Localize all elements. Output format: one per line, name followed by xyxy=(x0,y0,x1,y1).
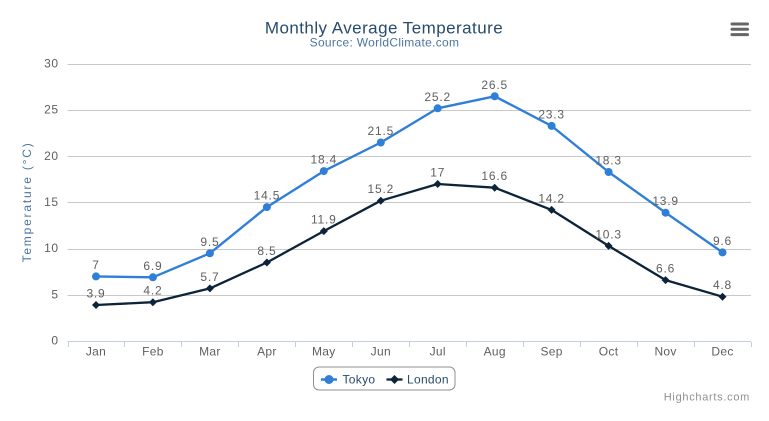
svg-text:Feb: Feb xyxy=(142,344,164,358)
svg-text:Mar: Mar xyxy=(199,344,221,358)
svg-text:Dec: Dec xyxy=(711,344,733,358)
svg-text:May: May xyxy=(312,344,336,358)
svg-text:Sep: Sep xyxy=(540,344,562,358)
svg-text:Nov: Nov xyxy=(654,344,676,358)
svg-text:4.2: 4.2 xyxy=(143,284,162,298)
svg-text:21.5: 21.5 xyxy=(368,124,395,138)
svg-text:London: London xyxy=(407,373,449,387)
svg-text:Jun: Jun xyxy=(371,344,391,358)
svg-text:25: 25 xyxy=(44,103,58,117)
svg-text:26.5: 26.5 xyxy=(481,78,508,92)
svg-text:20: 20 xyxy=(44,149,58,163)
svg-text:Aug: Aug xyxy=(484,344,506,358)
svg-text:0: 0 xyxy=(51,334,58,348)
svg-text:9.6: 9.6 xyxy=(713,234,732,248)
svg-text:Source: WorldClimate.com: Source: WorldClimate.com xyxy=(310,36,460,50)
svg-text:Jan: Jan xyxy=(86,344,106,358)
svg-text:6.9: 6.9 xyxy=(143,259,162,273)
svg-text:13.9: 13.9 xyxy=(652,194,679,208)
svg-text:Tokyo: Tokyo xyxy=(343,373,376,387)
svg-text:Jul: Jul xyxy=(430,344,446,358)
svg-text:Highcharts.com: Highcharts.com xyxy=(664,392,750,404)
svg-text:Oct: Oct xyxy=(599,344,619,358)
svg-text:15: 15 xyxy=(44,195,58,209)
svg-text:6.6: 6.6 xyxy=(656,262,675,276)
svg-text:16.6: 16.6 xyxy=(481,169,508,183)
svg-text:15.2: 15.2 xyxy=(368,182,395,196)
svg-text:30: 30 xyxy=(44,57,58,71)
svg-text:17: 17 xyxy=(430,166,445,180)
svg-text:18.3: 18.3 xyxy=(595,154,622,168)
svg-text:11.9: 11.9 xyxy=(311,213,337,227)
svg-text:Temperature (°C): Temperature (°C) xyxy=(20,142,34,263)
svg-text:14.5: 14.5 xyxy=(254,189,281,203)
svg-text:7: 7 xyxy=(92,258,99,272)
svg-text:5: 5 xyxy=(51,287,58,301)
svg-text:Monthly Average Temperature: Monthly Average Temperature xyxy=(265,19,503,38)
svg-text:10.3: 10.3 xyxy=(595,227,622,241)
svg-text:Apr: Apr xyxy=(257,344,277,358)
svg-text:9.5: 9.5 xyxy=(200,235,219,249)
svg-text:23.3: 23.3 xyxy=(538,107,565,121)
svg-text:3.9: 3.9 xyxy=(86,287,105,301)
svg-text:14.2: 14.2 xyxy=(538,191,565,205)
svg-text:25.2: 25.2 xyxy=(424,90,451,104)
svg-text:5.7: 5.7 xyxy=(200,270,219,284)
svg-text:18.4: 18.4 xyxy=(311,153,338,167)
svg-text:4.8: 4.8 xyxy=(713,278,732,292)
svg-text:10: 10 xyxy=(44,241,58,255)
svg-text:8.5: 8.5 xyxy=(257,244,276,258)
